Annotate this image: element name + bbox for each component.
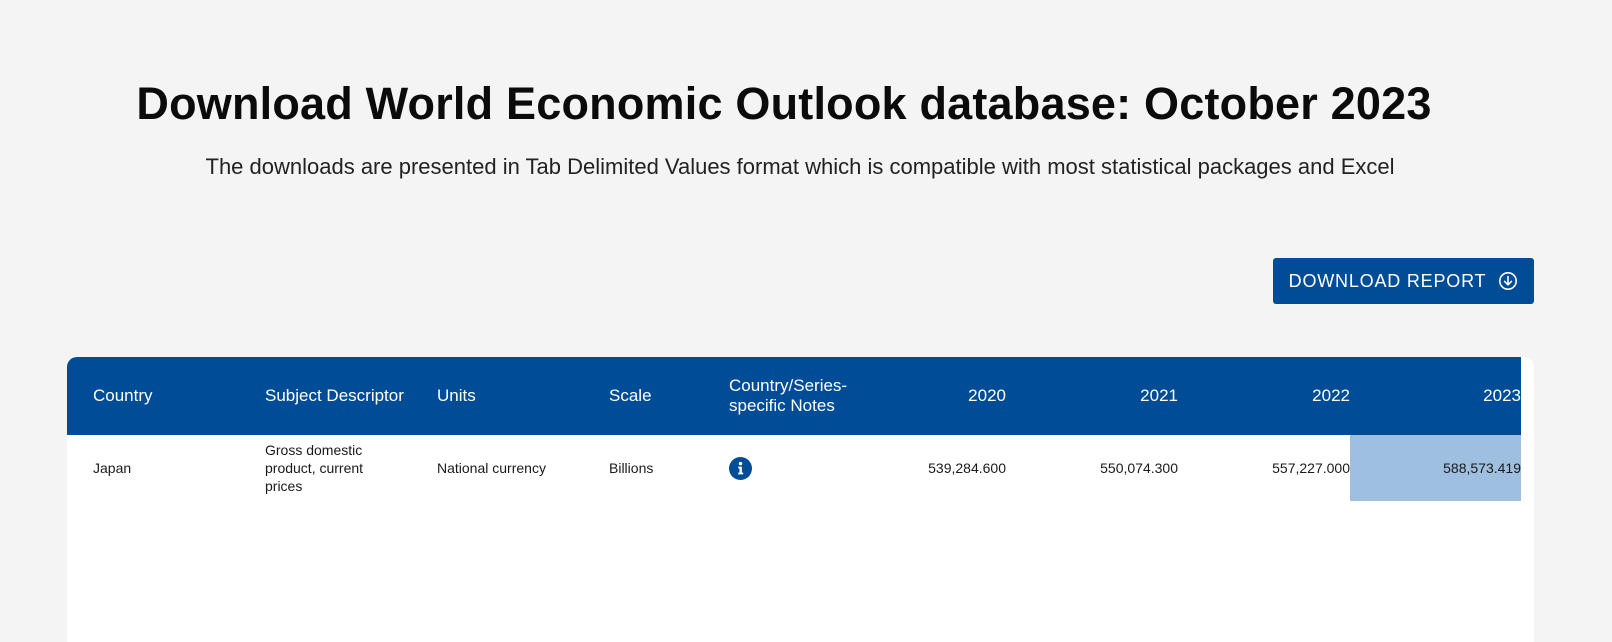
header-notes-label: Country/Series-specific Notes — [729, 376, 848, 415]
data-table-card: Country Subject Descriptor Units Scale C… — [67, 357, 1534, 642]
cell-2023[interactable]: 588,573.419 — [1350, 435, 1521, 501]
table-row: Japan Gross domestic product, current pr… — [67, 435, 1521, 501]
header-2021[interactable]: 2021 — [1006, 357, 1178, 435]
header-2020[interactable]: 2020 — [829, 357, 1006, 435]
page-title: Download World Economic Outlook database… — [136, 78, 1432, 129]
download-report-button[interactable]: DOWNLOAD REPORT — [1273, 258, 1534, 304]
header-2022[interactable]: 2022 — [1178, 357, 1350, 435]
cell-2022: 557,227.000 — [1272, 460, 1350, 476]
header-units[interactable]: Units — [437, 357, 609, 435]
header-subject-descriptor[interactable]: Subject Descriptor — [265, 357, 437, 435]
download-circle-icon — [1498, 271, 1518, 291]
table-header-row: Country Subject Descriptor Units Scale C… — [67, 357, 1521, 435]
header-notes[interactable]: Country/Series-specific Notes — [729, 357, 847, 435]
cell-subject-text: Gross domestic product, current prices — [265, 442, 364, 494]
cell-2020: 539,284.600 — [928, 460, 1006, 476]
header-country[interactable]: Country — [67, 357, 265, 435]
cell-2021: 550,074.300 — [1100, 460, 1178, 476]
info-icon[interactable] — [729, 456, 752, 480]
header-2023[interactable]: 2023 — [1350, 357, 1521, 435]
cell-scale: Billions — [609, 460, 654, 476]
cell-country: Japan — [93, 460, 132, 476]
cell-subject-descriptor: Gross domestic product, current prices — [265, 435, 437, 501]
cell-notes — [729, 435, 829, 501]
header-scale[interactable]: Scale — [609, 357, 729, 435]
download-report-label: DOWNLOAD REPORT — [1288, 270, 1487, 291]
cell-units: National currency — [437, 460, 546, 476]
data-table: Country Subject Descriptor Units Scale C… — [67, 357, 1521, 501]
page-subtitle: The downloads are presented in Tab Delim… — [205, 154, 1395, 179]
